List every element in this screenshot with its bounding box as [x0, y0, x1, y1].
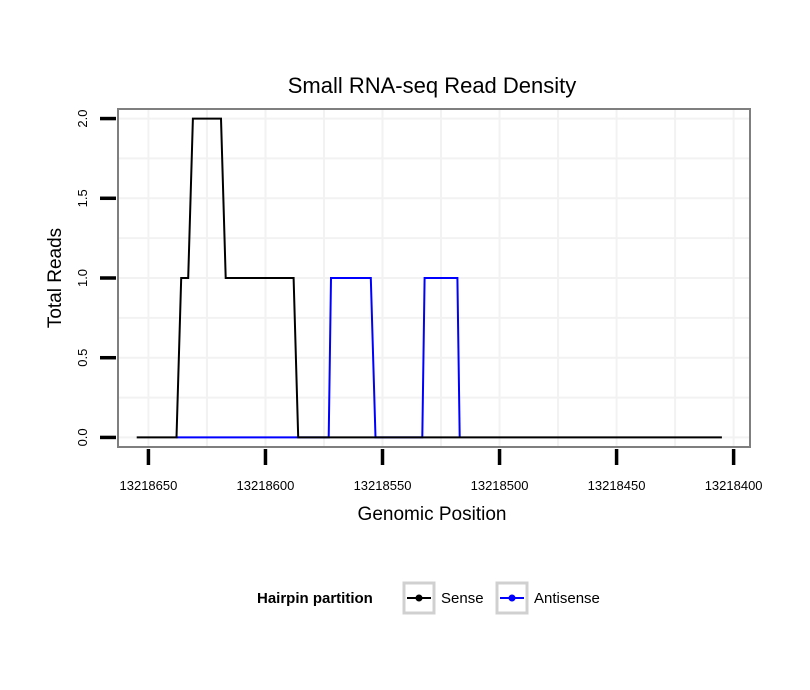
- x-axis: 13218650 13218600 13218550 13218500 13218450…: [120, 449, 763, 493]
- legend-title: Hairpin partition: [257, 590, 373, 607]
- x-tick-label: 13218450: [588, 478, 646, 493]
- y-tick-label: 1.0: [75, 269, 90, 287]
- plot-panel-border: [117, 108, 751, 448]
- legend-point-sense: [415, 594, 423, 602]
- x-tick-label: 13218550: [354, 478, 412, 493]
- chart-title: Small RNA-seq Read Density: [288, 73, 577, 98]
- legend-items: Sense Antisense: [402, 581, 600, 615]
- series-layer: [136, 117, 722, 439]
- x-tick-label: 13218500: [471, 478, 529, 493]
- y-axis: 0.0 0.5 1.0 1.5 2.0: [75, 110, 116, 446]
- y-axis-label: Total Reads: [45, 228, 66, 328]
- legend-label-sense: Sense: [441, 590, 484, 607]
- series-line-sense: [136, 117, 722, 439]
- y-tick-label: 2.0: [75, 110, 90, 128]
- legend: Hairpin partition Sense Antisense: [257, 581, 600, 615]
- y-tick-label: 0.0: [75, 428, 90, 446]
- legend-point-antisense: [508, 594, 516, 602]
- x-axis-label: Genomic Position: [358, 504, 507, 525]
- x-tick-label: 13218600: [237, 478, 295, 493]
- x-tick-label: 13218400: [705, 478, 763, 493]
- x-tick-label: 13218650: [120, 478, 178, 493]
- legend-label-antisense: Antisense: [534, 590, 600, 607]
- y-tick-label: 1.5: [75, 189, 90, 207]
- y-tick-label: 0.5: [75, 349, 90, 367]
